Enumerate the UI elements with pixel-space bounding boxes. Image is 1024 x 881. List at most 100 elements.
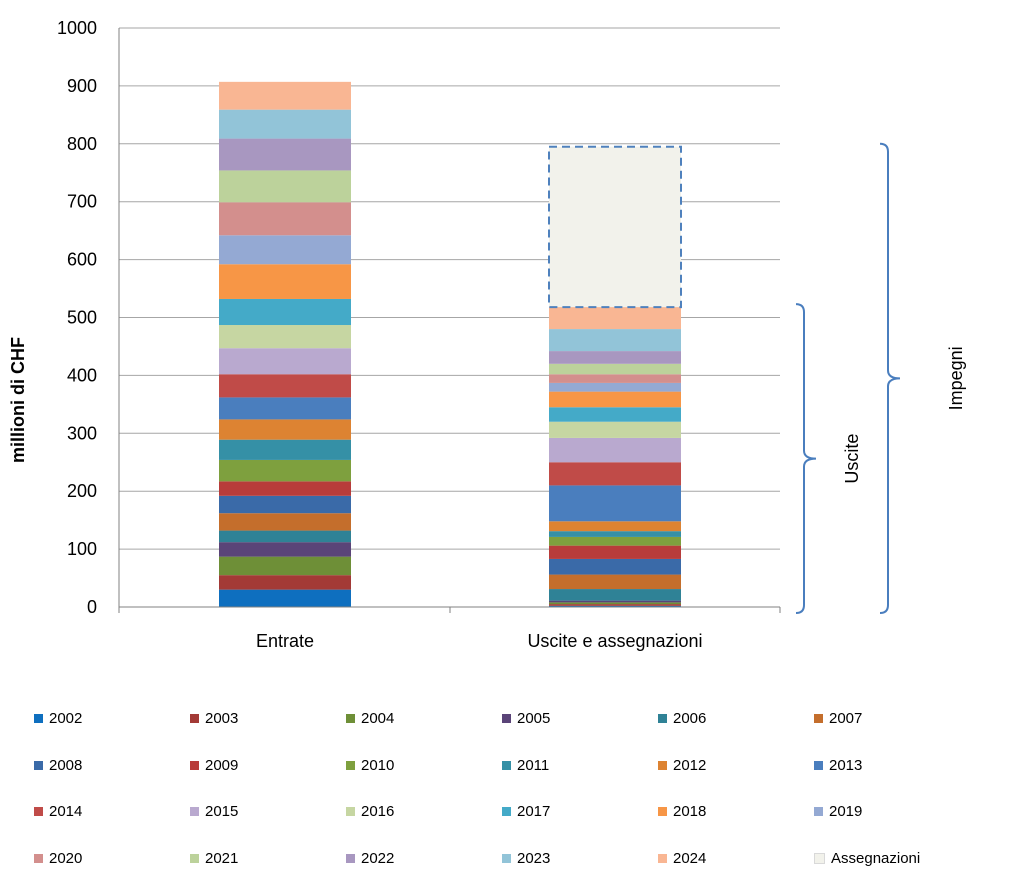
legend-swatch xyxy=(502,854,511,863)
y-axis-label: millioni di CHF xyxy=(8,337,28,463)
y-tick-label: 100 xyxy=(67,539,97,559)
bar-segment-2012 xyxy=(549,521,681,532)
y-tick-label: 400 xyxy=(67,365,97,385)
bar-segment-2020 xyxy=(549,374,681,383)
stacked-bar-chart: 0 100 200 300 400 500 600 700 800 900 1000 Entrate… xyxy=(8,18,966,651)
legend-swatch xyxy=(658,854,667,863)
legend-label: 2013 xyxy=(829,757,863,774)
legend-label: 2007 xyxy=(829,710,863,727)
legend-label: 2005 xyxy=(517,710,551,727)
bar-segment-2003 xyxy=(219,575,351,590)
bars xyxy=(219,81,682,607)
legend-label: 2019 xyxy=(829,803,863,820)
legend-label: 2004 xyxy=(361,710,395,727)
bar-segment-2007 xyxy=(549,574,681,590)
bar-segment-2022 xyxy=(219,138,351,171)
bar-segment-2022 xyxy=(549,351,681,364)
category-label: Uscite e assegnazioni xyxy=(527,631,702,651)
y-tick-label: 1000 xyxy=(57,18,97,38)
legend-item-2017: 2017 xyxy=(502,803,550,820)
y-tick-label: 600 xyxy=(67,250,97,270)
legend-swatch xyxy=(814,714,823,723)
legend-swatch xyxy=(190,807,199,816)
bar-segment-2008 xyxy=(549,558,681,575)
legend-swatch xyxy=(658,714,667,723)
bar-segment-2003 xyxy=(549,604,681,606)
legend-swatch xyxy=(346,807,355,816)
legend-label: 2003 xyxy=(205,710,239,727)
legend-swatch xyxy=(190,854,199,863)
legend-item-2005: 2005 xyxy=(502,710,550,727)
bar-segment-2011 xyxy=(219,439,351,460)
legend-item-2009: 2009 xyxy=(190,757,238,774)
legend-item-2007: 2007 xyxy=(814,710,862,727)
bar-segment-2018 xyxy=(549,391,681,408)
legend-label: 2014 xyxy=(49,803,83,820)
category-label: Entrate xyxy=(256,631,314,651)
brace-impegni xyxy=(879,142,901,614)
bar-segment-assegnazioni xyxy=(548,145,682,309)
legend-swatch xyxy=(34,761,43,770)
brace-label-uscite: Uscite xyxy=(842,434,862,484)
bar-segment-2017 xyxy=(549,407,681,422)
bar-segment-2002 xyxy=(549,605,681,607)
legend-item-2010: 2010 xyxy=(346,757,394,774)
bar-segment-2004 xyxy=(549,602,681,605)
legend-item-2002: 2002 xyxy=(34,710,82,727)
legend-label: Assegnazioni xyxy=(831,850,921,867)
legend-label: 2015 xyxy=(205,803,239,820)
bar-segment-2015 xyxy=(219,348,351,375)
legend-label: 2002 xyxy=(49,710,83,727)
legend-item-2006: 2006 xyxy=(658,710,706,727)
legend-swatch xyxy=(814,761,823,770)
bar-segment-2016 xyxy=(549,421,681,438)
legend-swatch xyxy=(658,761,667,770)
legend-swatch xyxy=(814,807,823,816)
legend-swatch xyxy=(34,714,43,723)
bar-segment-2019 xyxy=(219,235,351,265)
legend-label: 2012 xyxy=(673,757,707,774)
legend-swatch xyxy=(658,807,667,816)
bar-segment-2013 xyxy=(549,485,681,522)
bar-segment-2021 xyxy=(219,170,351,203)
bar-segment-2002 xyxy=(219,589,351,607)
legend-item-2003: 2003 xyxy=(190,710,238,727)
legend-item-2013: 2013 xyxy=(814,757,862,774)
brace-label-impegni: Impegni xyxy=(946,346,966,410)
legend-swatch xyxy=(346,714,355,723)
bar-segment-2023 xyxy=(549,329,681,352)
y-tick-label: 900 xyxy=(67,76,97,96)
legend-label: 2023 xyxy=(517,850,551,867)
legend-item-2016: 2016 xyxy=(346,803,394,820)
legend-swatch xyxy=(190,714,199,723)
y-tick-label: 200 xyxy=(67,481,97,501)
bar-segment-2020 xyxy=(219,202,351,236)
legend-swatch xyxy=(190,761,199,770)
legend-label: 2008 xyxy=(49,757,83,774)
legend-swatch xyxy=(34,854,43,863)
legend-item-2020: 2020 xyxy=(34,850,82,867)
legend-label: 2006 xyxy=(673,710,707,727)
legend-swatch xyxy=(502,761,511,770)
legend-label: 2017 xyxy=(517,803,551,820)
legend-item-2022: 2022 xyxy=(346,850,394,867)
legend-item-2004: 2004 xyxy=(346,710,394,727)
bar-segment-2023 xyxy=(219,109,351,139)
bar-segment-2005 xyxy=(219,542,351,557)
bar-segment-2010 xyxy=(219,459,351,482)
legend-label: 2018 xyxy=(673,803,707,820)
legend-swatch xyxy=(502,807,511,816)
y-tick-label: 500 xyxy=(67,308,97,328)
bar-segment-2008 xyxy=(219,495,351,514)
bar-segment-2024 xyxy=(219,81,351,110)
bar-segment-2011 xyxy=(549,531,681,537)
legend-item-2018: 2018 xyxy=(658,803,706,820)
bar-segment-2012 xyxy=(219,419,351,440)
legend-swatch xyxy=(346,854,355,863)
bar-segment-2009 xyxy=(219,481,351,496)
legend-label: 2021 xyxy=(205,850,239,867)
bar-segment-2018 xyxy=(219,264,351,299)
y-tick-label: 0 xyxy=(87,597,97,617)
bar-segment-2004 xyxy=(219,556,351,576)
legend-item-2021: 2021 xyxy=(190,850,238,867)
